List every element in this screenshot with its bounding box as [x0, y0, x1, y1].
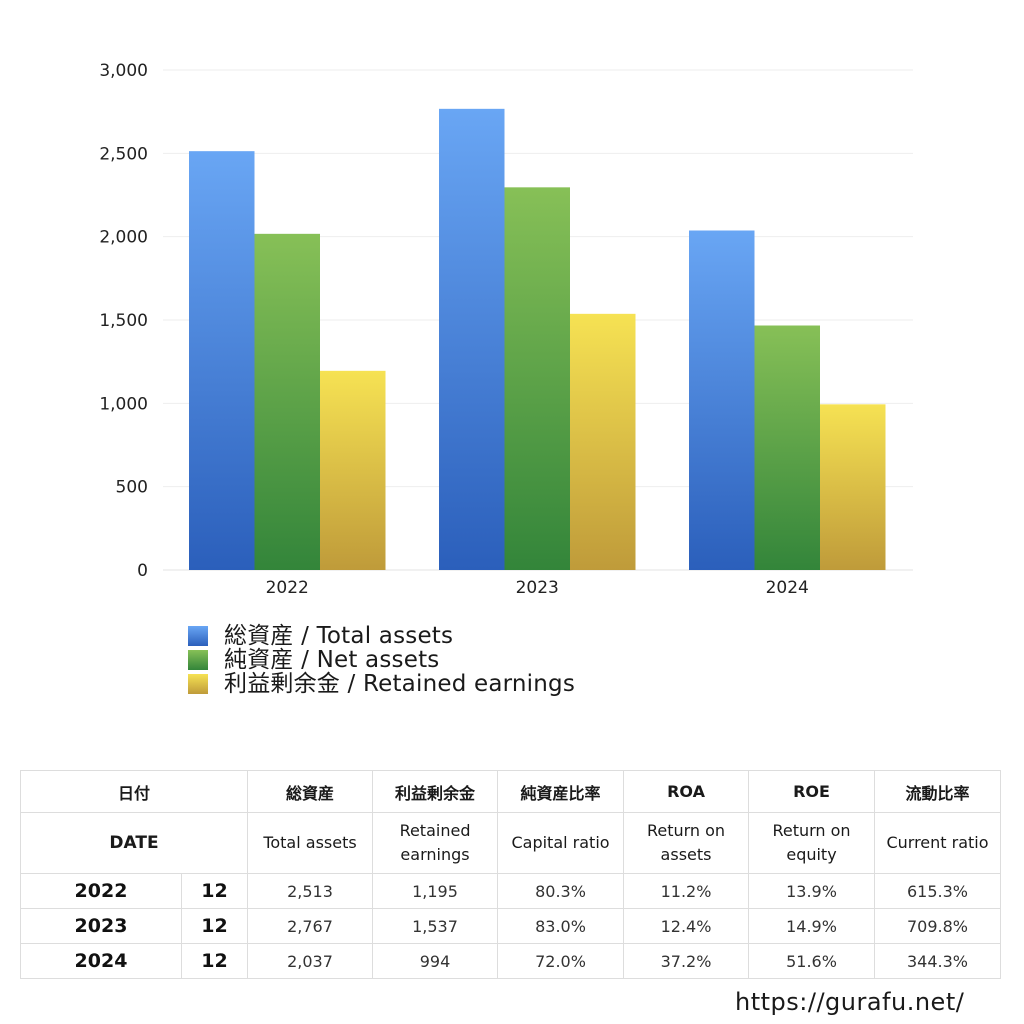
- bar-2022-series-1: [254, 233, 320, 571]
- header-cell: ROE: [748, 770, 876, 813]
- bars: [189, 108, 886, 571]
- row-month: 12: [180, 873, 249, 909]
- header-cell: Return on assets: [623, 812, 750, 874]
- header-cell: Total assets: [247, 812, 374, 874]
- cell-capital-ratio: 72.0%: [497, 943, 625, 979]
- cell-current-ratio: 709.8%: [874, 908, 1002, 944]
- legend-label: 純資産 / Net assets: [224, 647, 440, 673]
- header-cell: 流動比率: [874, 770, 1002, 813]
- bar-2023-series-2: [570, 313, 636, 570]
- legend-swatch-retained-earnings: [188, 674, 208, 694]
- cell-roe: 13.9%: [748, 873, 876, 909]
- legend-swatch-total-assets: [188, 626, 208, 646]
- legend-swatch-net-assets: [188, 650, 208, 670]
- y-axis-ticks: 0 500 1,000 1,500 2,000 2,500 3,000: [99, 61, 148, 581]
- cell-roe: 51.6%: [748, 943, 876, 979]
- header-date-jp: 日付: [19, 770, 249, 813]
- header-cell: 利益剰余金: [372, 770, 499, 813]
- cell-retained: 994: [372, 943, 499, 979]
- y-tick-label: 1,000: [99, 394, 148, 414]
- table-header-jp: 日付 総資産 利益剰余金 純資産比率 ROA ROE 流動比率: [19, 770, 1002, 813]
- bar-2024-series-1: [754, 325, 820, 570]
- bar-2022-series-2: [320, 370, 386, 570]
- bar-2024-series-0: [689, 230, 755, 570]
- bar-2023-series-0: [439, 108, 505, 570]
- header-text: Retained earnings: [399, 821, 471, 864]
- y-tick-label: 1,500: [99, 311, 148, 331]
- cell-roa: 12.4%: [623, 908, 750, 944]
- row-year: 2022: [20, 873, 182, 909]
- row-month: 12: [180, 908, 249, 944]
- row-year: 2024: [20, 943, 182, 979]
- cell-roe: 14.9%: [748, 908, 876, 944]
- row-month: 12: [180, 943, 249, 979]
- header-text: Return on equity: [772, 821, 851, 864]
- header-cell: ROA: [623, 770, 750, 813]
- x-tick-label: 2023: [516, 578, 559, 598]
- legend-item: 利益剰余金 / Retained earnings: [188, 672, 575, 696]
- site-url[interactable]: https://gurafu.net/: [735, 988, 965, 1016]
- cell-total-assets: 2,037: [247, 943, 374, 979]
- legend-label: 総資産 / Total assets: [224, 623, 454, 649]
- legend-label: 利益剰余金 / Retained earnings: [224, 671, 576, 697]
- cell-total-assets: 2,767: [247, 908, 374, 944]
- cell-capital-ratio: 83.0%: [497, 908, 625, 944]
- header-date-en: DATE: [19, 812, 249, 874]
- header-cell: Retained earnings: [372, 812, 499, 874]
- cell-current-ratio: 344.3%: [874, 943, 1002, 979]
- cell-roa: 37.2%: [623, 943, 750, 979]
- bar-2022-series-0: [189, 151, 255, 570]
- y-tick-label: 3,000: [99, 61, 148, 81]
- cell-retained: 1,195: [372, 873, 499, 909]
- y-tick-label: 500: [116, 478, 148, 498]
- header-cell: Return on equity: [748, 812, 876, 874]
- y-tick-label: 0: [137, 561, 148, 581]
- chart-legend: 総資産 / Total assets 純資産 / Net assets 利益剰余…: [188, 624, 575, 696]
- x-axis-ticks: 2022 2023 2024: [266, 578, 809, 598]
- financial-table: 日付 総資産 利益剰余金 純資産比率 ROA ROE 流動比率 DATE Tot…: [19, 770, 1002, 979]
- cell-current-ratio: 615.3%: [874, 873, 1002, 909]
- y-tick-label: 2,500: [99, 144, 148, 164]
- x-tick-label: 2024: [766, 578, 809, 598]
- header-cell: Current ratio: [874, 812, 1002, 874]
- header-cell: Capital ratio: [497, 812, 625, 874]
- table-row: 2024 12 2,037 994 72.0% 37.2% 51.6% 344.…: [20, 943, 1002, 979]
- bar-2023-series-1: [504, 187, 570, 571]
- cell-capital-ratio: 80.3%: [497, 873, 625, 909]
- table-row: 2022 12 2,513 1,195 80.3% 11.2% 13.9% 61…: [20, 873, 1002, 909]
- cell-retained: 1,537: [372, 908, 499, 944]
- bar-2024-series-2: [820, 404, 886, 570]
- header-text: Return on assets: [646, 821, 726, 864]
- table-row: 2023 12 2,767 1,537 83.0% 12.4% 14.9% 70…: [20, 908, 1002, 944]
- cell-roa: 11.2%: [623, 873, 750, 909]
- legend-item: 総資産 / Total assets: [188, 624, 575, 648]
- y-tick-label: 2,000: [99, 228, 148, 248]
- x-tick-label: 2022: [266, 578, 309, 598]
- header-cell: 純資産比率: [497, 770, 625, 813]
- cell-total-assets: 2,513: [247, 873, 374, 909]
- table-header-en: DATE Total assets Retained earnings Capi…: [19, 812, 1002, 874]
- header-cell: 総資産: [247, 770, 374, 813]
- legend-item: 純資産 / Net assets: [188, 648, 575, 672]
- row-year: 2023: [20, 908, 182, 944]
